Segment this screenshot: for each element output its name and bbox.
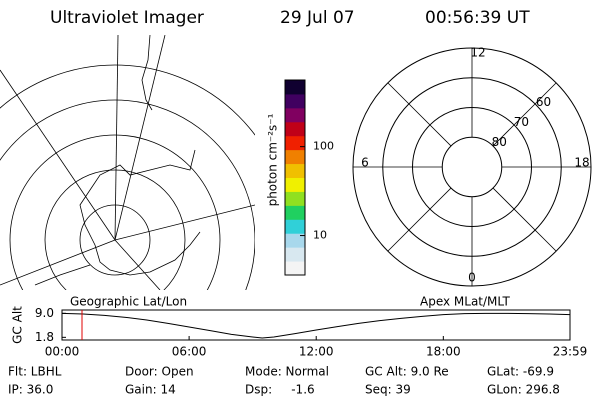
status-field: Dsp: -1.6	[245, 383, 315, 397]
colorbar-segment	[285, 191, 305, 206]
colorbar-tick-label: 10	[313, 229, 327, 242]
lat-circle	[412, 107, 532, 227]
mlt-spoke	[387, 82, 452, 147]
colorbar-segment	[285, 233, 305, 248]
x-tick-label: 12:00	[299, 345, 334, 359]
colorbar-segment	[285, 149, 305, 165]
lat-label: 60	[536, 95, 551, 109]
status-field: Seq: 39	[365, 383, 411, 397]
status-field: Mode: Normal	[245, 365, 329, 379]
x-tick-label: 18:00	[426, 345, 461, 359]
map-label-left: Geographic Lat/Lon	[70, 295, 187, 309]
colorbar-segment	[285, 121, 305, 137]
status-field: Door: Open	[125, 365, 194, 379]
colorbar-segment	[285, 205, 305, 220]
plot-frame	[61, 309, 571, 341]
colorbar-segment	[285, 177, 305, 192]
colorbar-segment	[285, 247, 305, 262]
x-tick-label: 00:00	[45, 345, 80, 359]
colorbar-frame	[284, 79, 306, 276]
lat-circle	[441, 136, 503, 198]
colorbar-tick-label: 100	[313, 140, 334, 153]
mlt-spoke	[387, 187, 452, 252]
mlt-label: 6	[361, 156, 369, 170]
status-field: GLat: -69.9	[487, 365, 554, 379]
instrument: Ultraviolet Imager	[50, 8, 204, 28]
lat-label: 80	[492, 135, 507, 149]
y-axis-label: GC Alt	[11, 306, 25, 344]
line	[61, 312, 571, 339]
mlt-label: 0	[468, 271, 476, 285]
colorbar-segment	[285, 93, 305, 109]
mlt-spoke	[492, 187, 557, 252]
lat-label: 70	[514, 115, 529, 129]
status-field: IP: 36.0	[8, 383, 53, 397]
mlt-label: 12	[470, 46, 485, 60]
colorbar-segment	[285, 219, 305, 234]
y-tick-label: 9.0	[35, 306, 54, 320]
mlt-label: 18	[574, 156, 589, 170]
lat-circle	[382, 77, 562, 257]
y-tick-label: 1.8	[35, 330, 54, 344]
geographic-map	[0, 35, 255, 290]
status-field: Flt: LBHL	[8, 365, 62, 379]
map-label-right: Apex MLat/MLT	[420, 295, 510, 309]
time: 00:56:39 UT	[425, 8, 530, 28]
x-tick-label: 23:59	[553, 345, 588, 359]
status-field: GC Alt: 9.0 Re	[365, 365, 449, 379]
colorbar-segment	[285, 261, 305, 276]
status-field: Gain: 14	[125, 383, 176, 397]
mlt-spoke	[492, 82, 557, 147]
colorbar-segment	[285, 107, 305, 123]
colorbar-segment	[285, 135, 305, 151]
status-field: GLon: 296.8	[487, 383, 560, 397]
colorbar-segment	[285, 80, 305, 95]
colorbar-label: photon cm⁻²s⁻¹	[266, 113, 280, 206]
x-tick-label: 06:00	[172, 345, 207, 359]
date: 29 Jul 07	[280, 8, 355, 28]
colorbar-segment	[285, 163, 305, 178]
